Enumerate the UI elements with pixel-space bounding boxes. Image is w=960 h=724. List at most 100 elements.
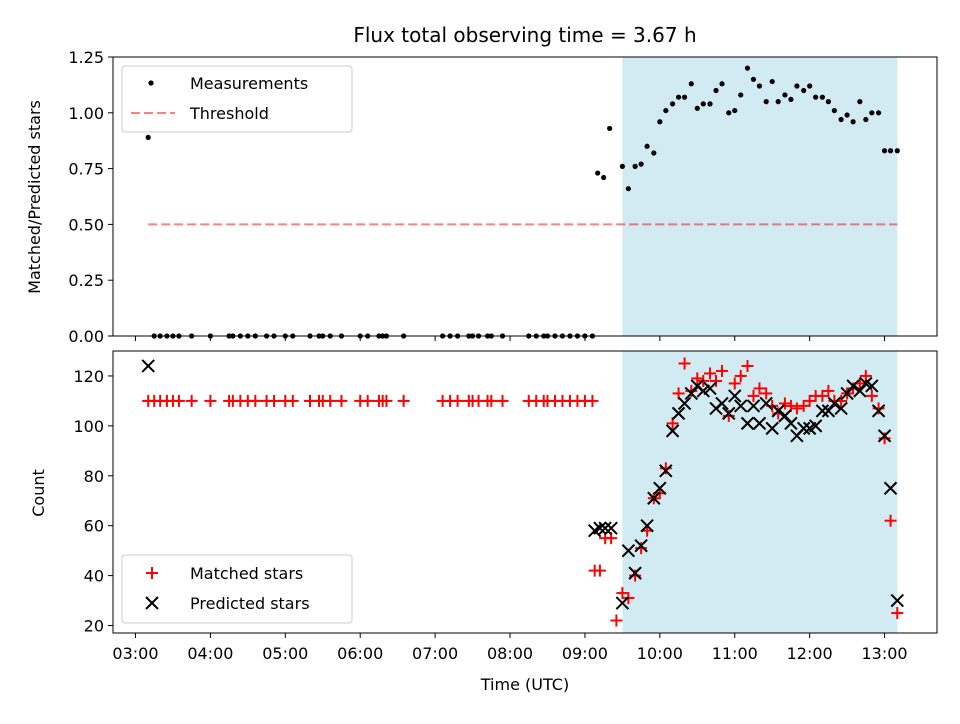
predicted-star-point (684, 386, 699, 401)
measurement-point (881, 148, 888, 154)
matched-star-point (678, 357, 691, 370)
predicted-star-point (765, 421, 779, 436)
predicted-star-stroke-b (740, 416, 755, 431)
bottom-x-tick-label: 11:00 (712, 644, 758, 663)
matched-star-point (172, 394, 185, 407)
predicted-star-point (759, 396, 773, 411)
matched-star-point (891, 607, 904, 620)
bottom-y-tick-label: 120 (73, 367, 104, 386)
predicted-star-stroke-b (653, 481, 667, 495)
measurement-point (775, 99, 781, 105)
predicted-star-point (778, 409, 792, 423)
predicted-star-stroke-b (865, 379, 879, 393)
predicted-star-point (604, 521, 618, 535)
matched-star-point (268, 394, 281, 407)
predicted-star-stroke-b (746, 399, 761, 413)
measurement-point (825, 99, 831, 105)
measurement-point (763, 99, 769, 105)
top-y-tick-label: 0.75 (68, 160, 104, 179)
measurement-point (756, 83, 763, 89)
predicted-star-stroke-b (840, 386, 854, 401)
predicted-star-point (840, 386, 854, 401)
predicted-star-stroke-b (765, 421, 779, 436)
predicted-star-point (784, 416, 798, 431)
measurement-point (657, 119, 663, 125)
predicted-star-point (846, 379, 860, 393)
x-axis-label: Time (UTC) (480, 675, 569, 694)
predicted-star-point (877, 429, 892, 443)
measurement-point (857, 99, 863, 105)
matched-star-point (790, 402, 803, 415)
measurement-point (738, 92, 744, 98)
predicted-star-stroke-b (659, 464, 673, 478)
predicted-star-stroke-b (677, 396, 692, 411)
matched-star-point (324, 394, 337, 407)
chart-title: Flux total observing time = 3.67 h (353, 23, 696, 47)
predicted-star-point (746, 399, 761, 413)
measurement-point (813, 94, 819, 100)
predicted-star-stroke-b (621, 543, 636, 558)
top-y-tick-label: 1.00 (68, 104, 104, 123)
predicted-star-point (890, 593, 905, 608)
predicted-star-point (640, 518, 654, 533)
matched-star-point (728, 377, 741, 390)
predicted-star-stroke-b (853, 384, 867, 398)
top-legend: Measurements Threshold (121, 65, 353, 133)
measurement-point (644, 143, 650, 149)
matched-star-point (397, 394, 410, 407)
bottom-x-tick-label: 06:00 (337, 644, 383, 663)
predicted-star-stroke-b (628, 566, 642, 580)
measurement-point (788, 96, 794, 103)
measurement-point (887, 148, 894, 154)
predicted-star-stroke-b (647, 491, 661, 505)
top-y-tick-label: 0.00 (68, 327, 104, 346)
matched-star-point (741, 359, 754, 372)
bottom-x-tick-label: 08:00 (487, 644, 533, 663)
bottom-y-tick-label: 80 (84, 467, 104, 486)
matched-star-point (204, 394, 217, 407)
measurement-point (801, 87, 807, 94)
predicted-star-stroke-b (771, 404, 785, 418)
predicted-star-point (703, 381, 717, 396)
matched-star-point (872, 402, 885, 415)
measurement-point (769, 78, 775, 85)
predicted-star-stroke-b (890, 593, 905, 608)
bottom-x-tick-label: 12:00 (787, 644, 833, 663)
bottom-y-tick-label: 40 (84, 567, 104, 586)
top-y-tick-label: 0.50 (68, 215, 104, 234)
predicted-star-point (677, 396, 692, 411)
matched-legend-marker (146, 567, 158, 579)
predicted-star-point (853, 384, 867, 398)
matched-star-point (593, 564, 606, 577)
matched-star-points (142, 357, 904, 627)
bottom-y-ticks: 20 40 60 80 100 120 (73, 367, 113, 636)
matched-star-point (753, 382, 766, 395)
predicted-star-point (883, 481, 898, 495)
predicted-star-stroke-b (684, 386, 699, 401)
predicted-star-stroke-b (859, 376, 873, 391)
measurement-point (819, 94, 825, 100)
predicted-legend-marker (145, 596, 159, 610)
predicted-star-point (752, 416, 767, 431)
legend-predicted-stars: Predicted stars (190, 594, 310, 613)
top-y-tick-label: 0.25 (68, 271, 104, 290)
measurement-point (831, 107, 837, 114)
observing-window-shade-top (622, 57, 898, 336)
top-axes-frame (112, 56, 938, 337)
measurement-point (694, 105, 700, 111)
matched-star-point (865, 389, 878, 402)
measurement-point (663, 107, 669, 114)
matched-star-point (629, 569, 642, 582)
top-y-axis-label: Matched/Predicted stars (25, 100, 44, 294)
predicted-star-stroke-b (834, 401, 848, 416)
predicted-star-stroke-b (796, 421, 811, 436)
matched-star-point (485, 394, 498, 407)
bottom-x-tick-label: 03:00 (112, 644, 158, 663)
measurement-point (844, 112, 850, 118)
predicted-star-stroke-b (827, 396, 842, 411)
bottom-legend-box (121, 554, 353, 624)
predicted-star-point (593, 521, 607, 535)
predicted-star-point (671, 406, 686, 421)
matched-star-point (722, 409, 735, 422)
measurement-point (688, 81, 694, 87)
